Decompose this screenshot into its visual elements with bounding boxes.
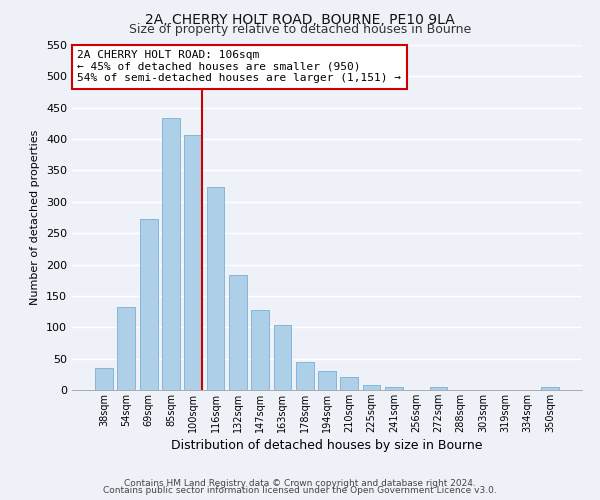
Bar	[162, 118, 180, 390]
Bar	[274, 326, 292, 390]
Text: Contains public sector information licensed under the Open Government Licence v3: Contains public sector information licen…	[103, 486, 497, 495]
Bar	[229, 274, 247, 390]
Bar	[95, 368, 113, 390]
Y-axis label: Number of detached properties: Number of detached properties	[31, 130, 40, 305]
Text: 2A, CHERRY HOLT ROAD, BOURNE, PE10 9LA: 2A, CHERRY HOLT ROAD, BOURNE, PE10 9LA	[145, 12, 455, 26]
Text: Contains HM Land Registry data © Crown copyright and database right 2024.: Contains HM Land Registry data © Crown c…	[124, 478, 476, 488]
Bar	[140, 220, 158, 390]
Text: 2A CHERRY HOLT ROAD: 106sqm
← 45% of detached houses are smaller (950)
54% of se: 2A CHERRY HOLT ROAD: 106sqm ← 45% of det…	[77, 50, 401, 84]
Bar	[430, 388, 448, 390]
X-axis label: Distribution of detached houses by size in Bourne: Distribution of detached houses by size …	[171, 439, 483, 452]
Bar	[206, 188, 224, 390]
Bar	[118, 306, 136, 390]
Bar	[385, 387, 403, 390]
Text: Size of property relative to detached houses in Bourne: Size of property relative to detached ho…	[129, 22, 471, 36]
Bar	[318, 371, 336, 390]
Bar	[296, 362, 314, 390]
Bar	[251, 310, 269, 390]
Bar	[541, 388, 559, 390]
Bar	[184, 134, 202, 390]
Bar	[340, 378, 358, 390]
Bar	[362, 385, 380, 390]
